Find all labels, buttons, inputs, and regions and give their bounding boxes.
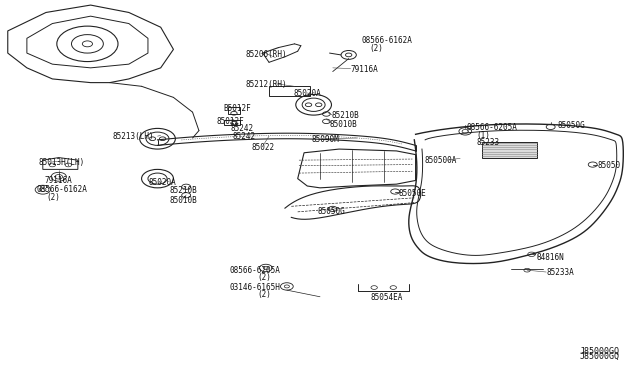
Text: (2): (2) <box>370 44 383 53</box>
Text: 85212(RH): 85212(RH) <box>245 80 287 89</box>
Text: 84816N: 84816N <box>537 253 564 263</box>
Text: 85050: 85050 <box>597 161 620 170</box>
Text: 85013H(LH): 85013H(LH) <box>39 157 85 167</box>
Text: 85050E: 85050E <box>398 189 426 198</box>
Text: 85210B: 85210B <box>169 186 197 195</box>
Text: 85020A: 85020A <box>293 89 321 98</box>
Text: (2): (2) <box>258 273 271 282</box>
Text: J85000GQ: J85000GQ <box>579 347 620 356</box>
Text: 79116A: 79116A <box>351 65 378 74</box>
Text: 08566-6162A: 08566-6162A <box>36 185 87 194</box>
Text: 85210B: 85210B <box>332 111 359 121</box>
Text: (2): (2) <box>46 193 60 202</box>
Text: 85020A: 85020A <box>148 178 176 187</box>
Text: 85233: 85233 <box>476 138 499 147</box>
Text: (1): (1) <box>476 131 490 140</box>
Text: 85233A: 85233A <box>546 268 574 277</box>
Text: 79116A: 79116A <box>45 176 72 185</box>
Text: 85050G: 85050G <box>317 207 346 217</box>
Text: 03146-6165H: 03146-6165H <box>230 283 280 292</box>
Polygon shape <box>483 142 537 158</box>
Text: 850500A: 850500A <box>425 156 457 166</box>
Text: 85010B: 85010B <box>330 120 357 129</box>
Text: 85090M: 85090M <box>311 135 339 144</box>
Text: 85242: 85242 <box>232 132 255 141</box>
Text: 85213(LH): 85213(LH) <box>113 132 154 141</box>
Text: 08566-6205A: 08566-6205A <box>230 266 280 275</box>
Text: (2): (2) <box>258 290 271 299</box>
Text: J85000GQ: J85000GQ <box>579 352 620 361</box>
Text: 85242: 85242 <box>231 124 254 133</box>
Text: 08566-6205A: 08566-6205A <box>467 123 517 132</box>
Text: B5012F: B5012F <box>223 104 251 113</box>
Text: 85010B: 85010B <box>169 196 197 205</box>
Text: 85012F: 85012F <box>217 117 244 126</box>
Text: 85050G: 85050G <box>557 121 585 129</box>
Text: 85022: 85022 <box>251 143 274 152</box>
Text: 85206(RH): 85206(RH) <box>245 51 287 60</box>
Text: 08566-6162A: 08566-6162A <box>362 36 412 45</box>
Text: 85054EA: 85054EA <box>371 294 403 302</box>
